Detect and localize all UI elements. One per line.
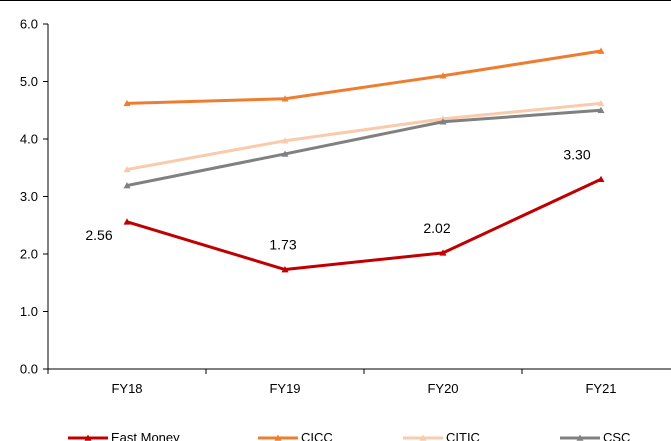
legend-swatch-marker (576, 434, 584, 441)
data-label: 2.56 (85, 227, 112, 243)
data-point-marker (597, 106, 605, 114)
data-point-marker (597, 175, 605, 183)
data-label: 1.73 (269, 237, 296, 253)
data-point-marker (123, 218, 131, 225)
legend-label: East Money (111, 430, 180, 441)
data-point-marker (597, 99, 605, 107)
x-tick-label: FY20 (427, 381, 458, 396)
y-tick-label: 1.0 (20, 304, 38, 319)
data-point-marker (439, 249, 447, 256)
series-cicc (123, 47, 605, 107)
data-point-marker (281, 150, 289, 157)
series-line (126, 49, 602, 105)
legend-item: CICC (258, 430, 333, 441)
data-point-marker (281, 266, 289, 273)
y-tick-label: 0.0 (20, 362, 38, 377)
legend-item: CSC (560, 430, 630, 441)
series-line (126, 177, 602, 272)
axes: 0.0 1.0 2.0 3.0 4.0 5.0 6.0 FY18 FY19 FY20 FY21 (20, 17, 671, 396)
data-point-marker (123, 182, 131, 189)
data-point-marker (123, 165, 131, 173)
legend-item: CITIC (403, 430, 480, 441)
data-point-marker (281, 95, 289, 102)
data-point-marker (597, 47, 605, 54)
data-label: 3.30 (563, 146, 590, 162)
y-tick-label: 2.0 (20, 247, 38, 262)
series-citic (123, 99, 605, 173)
x-tick-label: FY18 (111, 381, 142, 396)
legend-swatch-marker (84, 434, 92, 441)
legend-swatch-marker (274, 434, 282, 441)
legend-label: CICC (301, 430, 333, 441)
legend-item: East Money (68, 430, 180, 441)
series-east-money (123, 175, 605, 273)
y-tick-label: 6.0 (20, 17, 38, 32)
legend-label: CITIC (446, 430, 480, 441)
data-point-marker (439, 72, 447, 79)
series-csc (123, 106, 605, 189)
legend-swatch-marker (419, 434, 427, 441)
data-labels: 2.56 1.73 2.02 3.30 (85, 146, 590, 252)
x-tick-label: FY21 (585, 381, 616, 396)
series-lines (123, 47, 605, 273)
legend-label: CSC (603, 430, 630, 441)
y-tick-label: 5.0 (20, 74, 38, 89)
series-line (126, 108, 602, 188)
legend: East Money CICC CITIC CSC (68, 430, 630, 441)
data-point-marker (439, 118, 447, 125)
data-point-marker (281, 137, 289, 144)
data-point-marker (123, 99, 131, 107)
y-tick-label: 4.0 (20, 132, 38, 147)
x-tick-label: FY19 (269, 381, 300, 396)
y-tick-label: 3.0 (20, 189, 38, 204)
data-label: 2.02 (423, 220, 450, 236)
series-line (126, 101, 602, 171)
